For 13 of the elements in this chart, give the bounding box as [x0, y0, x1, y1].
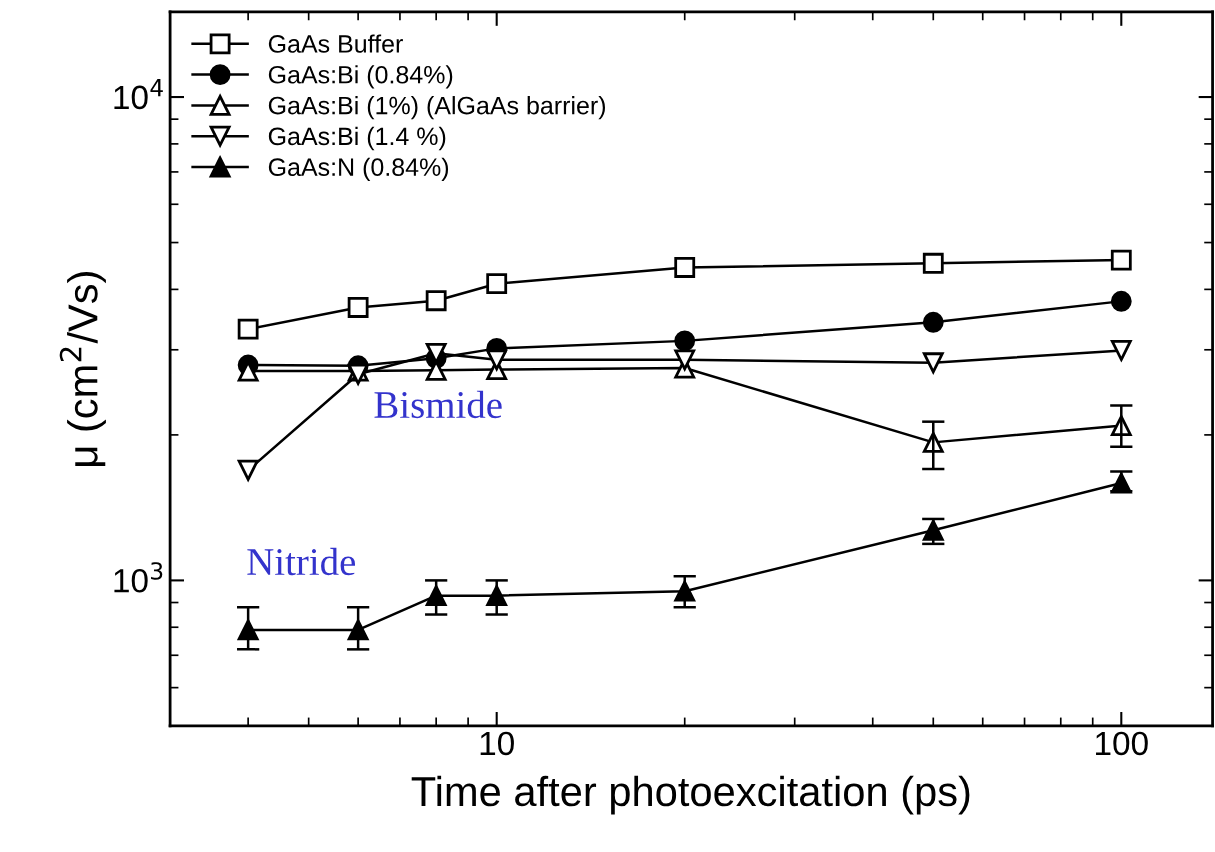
- legend-label: GaAs:N (0.84%): [268, 157, 449, 181]
- y-axis-title: μ (cm$^{2}$/Vs): [59, 272, 106, 466]
- x-tick-label: 10: [480, 731, 514, 756]
- x-tick-label: 100: [1096, 731, 1148, 756]
- y-tick-label: 10$^{4}$: [114, 79, 163, 110]
- x-axis-title: Time after photoexcitation (ps): [411, 775, 970, 815]
- legend-label: GaAs:Bi (0.84%): [268, 65, 453, 89]
- annotation: Nitride: [247, 547, 356, 576]
- legend-label: GaAs:Bi (1%) (AlGaAs barrier): [268, 96, 606, 120]
- legend-label: GaAs:Bi (1.4 %): [268, 126, 446, 151]
- y-tick-label: 10$^{3}$: [114, 562, 163, 593]
- legend-label: GaAs Buffer: [268, 34, 403, 53]
- annotation: Bismide: [374, 390, 502, 419]
